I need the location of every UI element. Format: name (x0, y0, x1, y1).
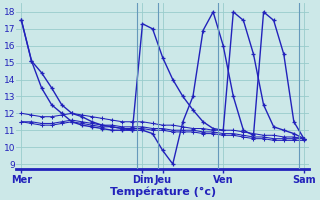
X-axis label: Température (°c): Température (°c) (110, 186, 216, 197)
